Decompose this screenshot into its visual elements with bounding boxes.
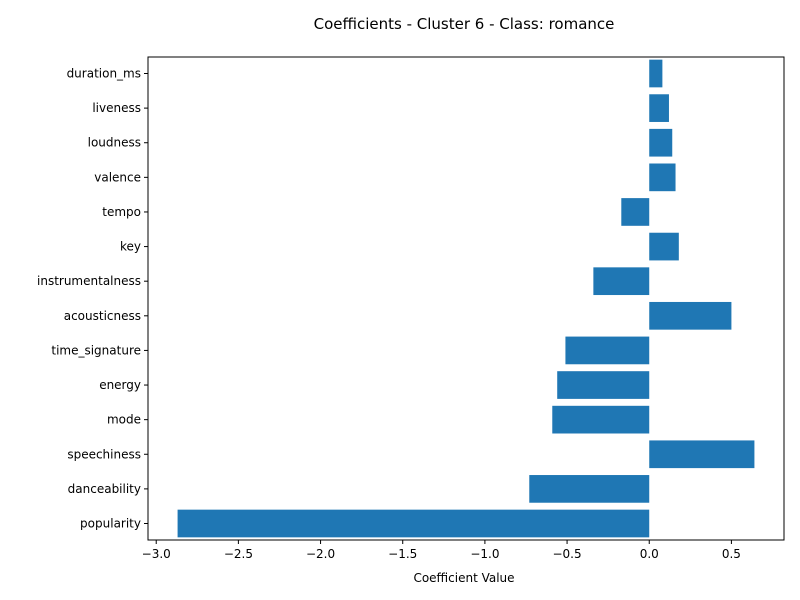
y-tick-label: danceability xyxy=(68,482,141,496)
y-tick-label: energy xyxy=(99,378,141,392)
y-tick-label: key xyxy=(120,240,141,254)
x-tick-label: −1.5 xyxy=(388,547,417,561)
chart-title: Coefficients - Cluster 6 - Class: romanc… xyxy=(314,15,615,33)
y-tick-label: instrumentalness xyxy=(37,274,141,288)
bar-liveness xyxy=(649,94,669,122)
bar-mode xyxy=(552,406,649,434)
bar-energy xyxy=(557,371,649,399)
x-tick-label: −1.0 xyxy=(470,547,499,561)
x-tick-label: 0.5 xyxy=(722,547,741,561)
bar-key xyxy=(649,233,679,261)
y-tick-label: acousticness xyxy=(64,309,141,323)
y-tick-label: tempo xyxy=(102,205,141,219)
x-axis-title: Coefficient Value xyxy=(413,571,514,585)
y-tick-label: mode xyxy=(107,413,141,427)
y-tick-label: liveness xyxy=(92,101,141,115)
x-tick-label: −3.0 xyxy=(142,547,171,561)
y-tick-label: popularity xyxy=(80,517,141,531)
x-tick-label: 0.0 xyxy=(640,547,659,561)
bar-danceability xyxy=(529,475,649,503)
bar-popularity xyxy=(178,510,650,538)
bar-time-signature xyxy=(565,337,649,365)
y-tick-label: time_signature xyxy=(51,343,141,357)
bar-duration-ms xyxy=(649,60,662,88)
bar-loudness xyxy=(649,129,672,157)
x-tick-label: −2.5 xyxy=(224,547,253,561)
bar-acousticness xyxy=(649,302,731,330)
x-tick-label: −0.5 xyxy=(552,547,581,561)
y-tick-label: valence xyxy=(94,170,141,184)
x-tick-label: −2.0 xyxy=(306,547,335,561)
bar-valence xyxy=(649,164,675,192)
y-tick-label: loudness xyxy=(88,136,141,150)
bar-instrumentalness xyxy=(593,267,649,295)
y-tick-label: duration_ms xyxy=(67,67,141,81)
bar-speechiness xyxy=(649,440,754,468)
bar-tempo xyxy=(621,198,649,226)
y-tick-label: speechiness xyxy=(67,447,141,461)
